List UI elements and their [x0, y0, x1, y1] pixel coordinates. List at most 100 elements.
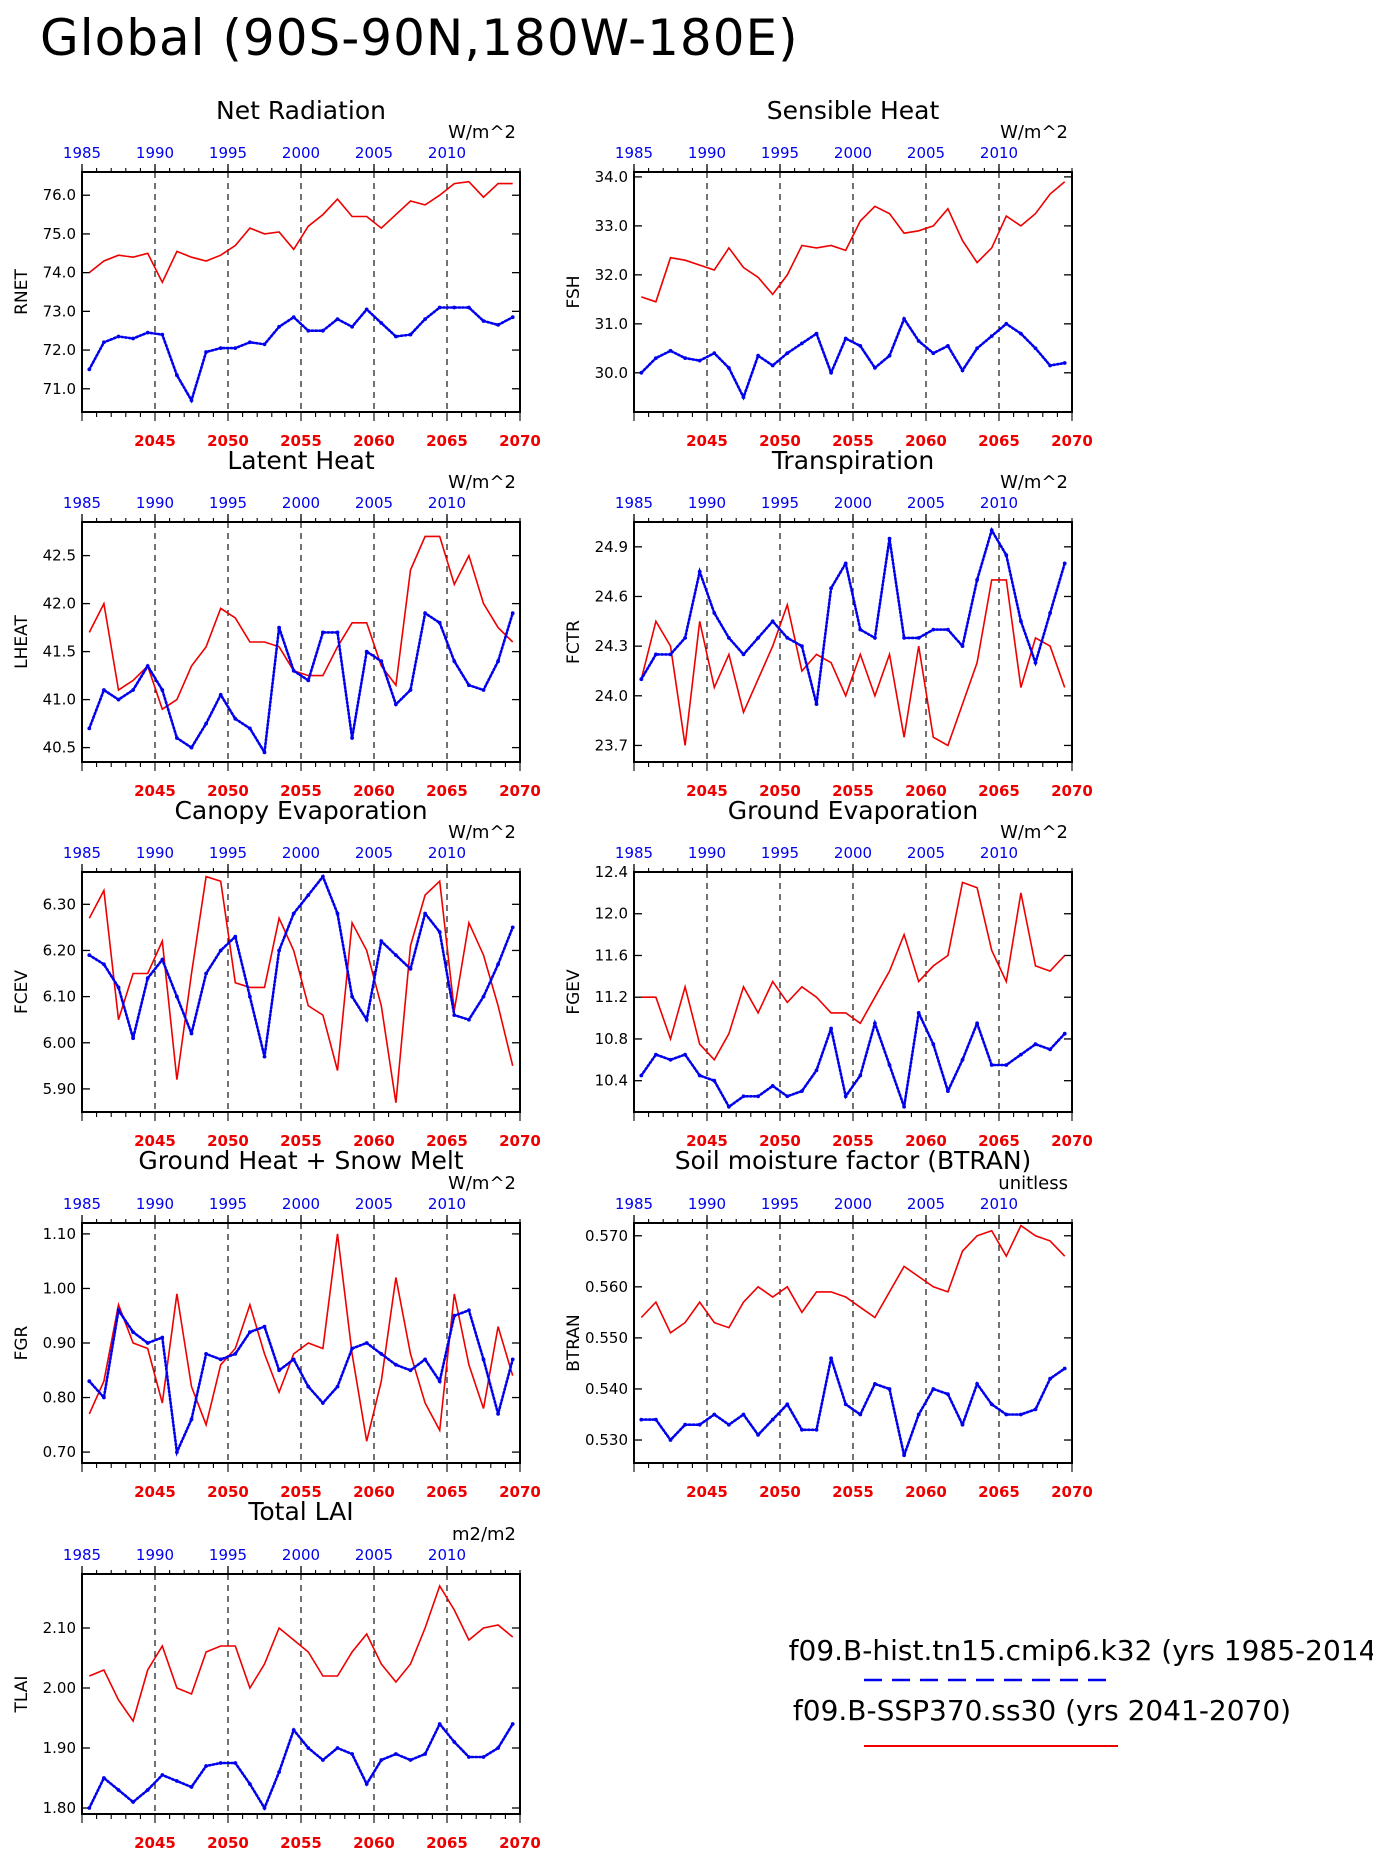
data-point-hist — [131, 688, 136, 692]
top-x-tick-label: 2010 — [428, 1195, 466, 1213]
data-point-hist — [829, 370, 833, 375]
data-point-hist — [1062, 361, 1067, 365]
y-axis-label: FGR — [12, 1325, 32, 1360]
data-point-hist — [814, 331, 819, 336]
data-point-hist — [131, 1800, 136, 1804]
data-point-hist — [335, 317, 340, 321]
data-point-hist — [814, 702, 819, 706]
data-point-hist — [756, 636, 760, 640]
y-tick-label: 41.5 — [43, 643, 76, 661]
data-point-hist — [262, 1054, 267, 1059]
data-point-hist — [394, 953, 398, 957]
top-x-tick-label: 2005 — [355, 494, 393, 512]
top-x-tick-label: 1985 — [615, 844, 653, 862]
y-tick-label: 12.0 — [595, 905, 628, 923]
data-point-hist — [654, 356, 658, 360]
data-point-hist — [408, 1758, 413, 1762]
bottom-x-tick-label: 2065 — [978, 782, 1020, 800]
top-x-tick-label: 2010 — [980, 144, 1018, 162]
data-point-hist — [321, 1758, 325, 1762]
data-point-hist — [291, 1728, 296, 1732]
top-x-tick-label: 1995 — [761, 1195, 799, 1213]
bottom-x-tick-label: 2050 — [759, 1483, 801, 1501]
data-point-hist — [829, 586, 833, 591]
data-point-hist — [770, 619, 775, 624]
top-x-tick-label: 2005 — [355, 1195, 393, 1213]
data-point-hist — [131, 1330, 136, 1334]
data-point-hist — [785, 1094, 790, 1099]
series-line-ssp — [641, 181, 1066, 303]
data-point-hist — [335, 1746, 340, 1750]
data-point-hist — [437, 620, 442, 625]
y-axis-label: RNET — [12, 269, 32, 315]
data-point-hist — [975, 1382, 979, 1386]
chart-panel-fctr: Transpiration W/m^2 23.7 24.0 24.3 24.6 24.9 19… — [564, 446, 1093, 800]
data-point-hist — [262, 1324, 267, 1329]
chart-panel-tlai: Total LAI m2/m2 1.80 1.90 2.00 2.10 1985 1990 19… — [12, 1497, 541, 1849]
data-point-hist — [916, 339, 921, 343]
data-point-hist — [423, 317, 427, 321]
y-tick-label: 6.10 — [43, 988, 76, 1006]
data-point-hist — [960, 1057, 965, 1062]
top-x-tick-label: 1995 — [761, 494, 799, 512]
bottom-x-tick-label: 2055 — [832, 432, 874, 450]
data-point-hist — [510, 315, 515, 320]
data-point-hist — [204, 350, 209, 354]
top-x-tick-label: 1990 — [136, 144, 174, 162]
top-x-tick-label: 1990 — [136, 1546, 174, 1564]
data-point-hist — [131, 336, 136, 341]
y-tick-label: 40.5 — [43, 739, 76, 757]
data-point-hist — [1019, 1412, 1023, 1417]
data-point-hist — [423, 1357, 427, 1362]
data-point-hist — [800, 1089, 804, 1093]
data-point-hist — [87, 1379, 92, 1384]
y-tick-label: 0.560 — [585, 1278, 628, 1296]
data-point-hist — [683, 356, 687, 360]
data-point-hist — [350, 1346, 354, 1351]
data-point-hist — [233, 1352, 238, 1356]
bottom-x-tick-label: 2060 — [353, 1834, 395, 1849]
data-point-hist — [116, 1308, 121, 1313]
data-point-hist — [741, 395, 746, 400]
data-point-hist — [741, 1412, 746, 1417]
data-point-hist — [145, 1341, 150, 1345]
data-point-hist — [916, 1412, 921, 1417]
data-point-hist — [902, 1453, 906, 1458]
data-point-hist — [364, 1341, 369, 1345]
bottom-x-tick-label: 2065 — [426, 1132, 468, 1150]
data-point-hist — [423, 611, 427, 616]
data-point-hist — [277, 948, 281, 953]
units-label: unitless — [998, 1173, 1068, 1194]
data-point-hist — [437, 1722, 442, 1726]
bottom-x-tick-label: 2050 — [759, 432, 801, 450]
data-point-hist — [379, 1758, 384, 1762]
y-tick-label: 73.0 — [43, 302, 76, 320]
data-point-hist — [248, 1782, 252, 1786]
data-point-hist — [437, 1379, 442, 1384]
data-point-hist — [858, 344, 863, 348]
data-point-hist — [175, 373, 179, 378]
bottom-x-tick-label: 2050 — [759, 1132, 801, 1150]
data-point-hist — [175, 736, 179, 740]
top-x-tick-label: 2000 — [282, 144, 320, 162]
bottom-x-tick-label: 2070 — [1051, 432, 1093, 450]
data-point-hist — [496, 323, 500, 327]
y-tick-label: 6.00 — [43, 1034, 76, 1052]
data-point-hist — [1062, 561, 1067, 566]
data-point-hist — [350, 324, 354, 329]
top-x-tick-label: 2010 — [428, 144, 466, 162]
data-point-hist — [218, 346, 223, 350]
bottom-x-tick-label: 2060 — [353, 782, 395, 800]
data-point-hist — [262, 750, 267, 755]
panel-title: Total LAI — [247, 1497, 353, 1526]
data-point-hist — [452, 659, 457, 664]
data-point-hist — [989, 1063, 994, 1067]
series-line-ssp — [641, 881, 1066, 1062]
data-point-hist — [1033, 1407, 1038, 1412]
y-tick-label: 32.0 — [595, 266, 628, 284]
bottom-x-tick-label: 2070 — [499, 1834, 541, 1849]
data-point-hist — [233, 934, 238, 939]
data-point-hist — [873, 636, 877, 640]
plot-frame — [81, 1222, 521, 1464]
